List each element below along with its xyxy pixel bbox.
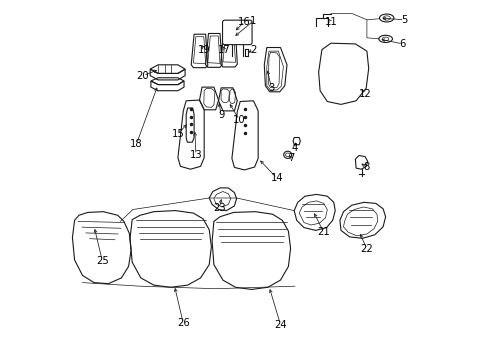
Text: 4: 4 (291, 143, 297, 153)
Text: 6: 6 (399, 39, 405, 49)
Text: 12: 12 (358, 89, 371, 99)
Text: 10: 10 (232, 114, 245, 125)
Text: 13: 13 (189, 150, 202, 160)
Text: 5: 5 (401, 15, 407, 25)
Text: 1: 1 (250, 16, 256, 26)
Text: 20: 20 (136, 71, 149, 81)
Text: 8: 8 (363, 162, 369, 172)
Text: 9: 9 (218, 110, 224, 120)
Text: 22: 22 (360, 244, 372, 254)
Text: 25: 25 (96, 256, 108, 266)
Text: 11: 11 (324, 17, 337, 27)
FancyBboxPatch shape (222, 20, 251, 45)
Text: 7: 7 (287, 153, 294, 163)
Text: 15: 15 (171, 129, 184, 139)
Text: 3: 3 (268, 83, 274, 93)
Text: 2: 2 (250, 45, 256, 55)
Text: 19: 19 (198, 45, 210, 55)
Text: 18: 18 (130, 139, 142, 149)
Text: 23: 23 (213, 203, 225, 213)
Text: 17: 17 (218, 45, 231, 55)
Text: 24: 24 (274, 320, 286, 330)
Text: 14: 14 (270, 173, 283, 183)
Text: 26: 26 (177, 318, 189, 328)
Text: 16: 16 (238, 17, 250, 27)
Text: 21: 21 (317, 227, 329, 237)
